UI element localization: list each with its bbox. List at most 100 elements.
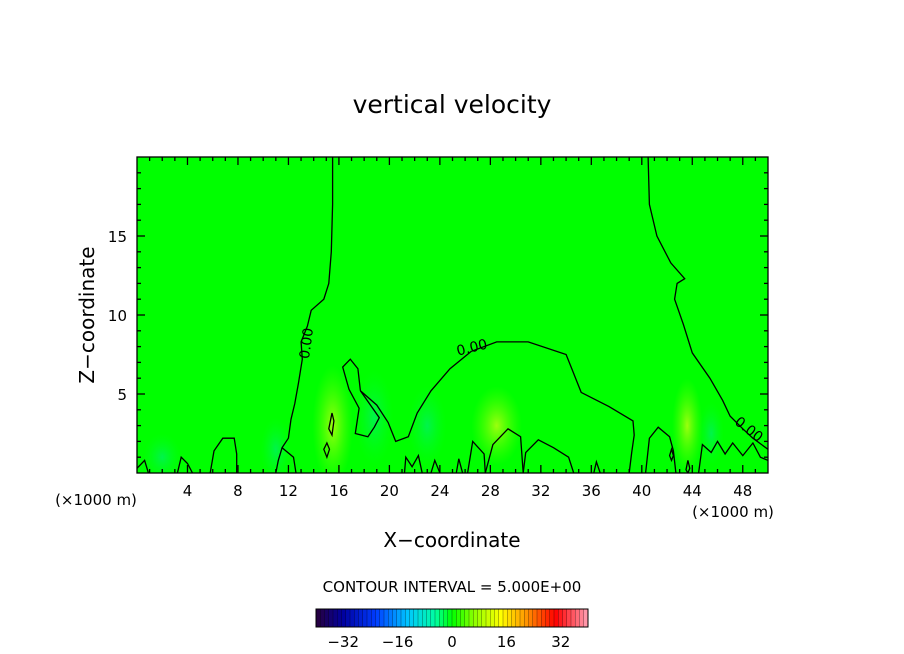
colorbar-cell: [316, 609, 321, 627]
colorbar-cell: [558, 609, 563, 627]
contour-line: [484, 427, 524, 473]
x-tick-label: 8: [233, 482, 243, 500]
contour-line: [593, 459, 601, 473]
contour-line: [323, 441, 331, 460]
colorbar-cell: [379, 609, 385, 627]
warm-patch: [471, 386, 522, 466]
colorbar-cell: [345, 609, 351, 627]
colorbar-cell: [511, 609, 517, 627]
contour-line: [275, 157, 334, 473]
contour-line: [359, 350, 472, 443]
cool-patch: [355, 370, 394, 466]
warm-patch: [312, 365, 353, 473]
colorbar-cell: [537, 609, 542, 627]
x-tick-label: 16: [329, 482, 348, 500]
colorbar-cell: [324, 609, 330, 627]
contour-line: [209, 437, 238, 473]
heatmap-patches: [143, 365, 724, 473]
x-tick-label: 28: [481, 482, 500, 500]
colorbar-cell: [571, 609, 576, 627]
contour-line: [522, 439, 575, 473]
contour-line: [697, 440, 768, 473]
colorbar-cell: [341, 609, 347, 627]
colorbar-cell: [583, 609, 589, 627]
cool-patch: [260, 417, 291, 473]
contour-line: [685, 460, 691, 473]
colorbar-cell: [388, 609, 393, 627]
contour-labels: 0.00 0.00 0.00: [297, 327, 766, 446]
colorbar-cell: [358, 609, 364, 627]
x-tick-label: 44: [683, 482, 702, 500]
y-tick-labels: 5 10 15: [108, 228, 127, 404]
colorbar-cell: [481, 609, 487, 627]
colorbar-cell: [554, 609, 559, 627]
contour-line: [647, 157, 768, 450]
contour-line: [455, 458, 464, 473]
colorbar-cell: [337, 609, 342, 627]
chart-title: vertical velocity: [353, 90, 552, 119]
colorbar-cell: [490, 609, 495, 627]
y-tick-label: 5: [117, 386, 127, 404]
colorbar-frame: [315, 608, 589, 628]
contour-lines: [137, 157, 768, 473]
x-tick-label: 20: [380, 482, 399, 500]
contour-line: [328, 412, 335, 438]
x-tick-label: 32: [531, 482, 550, 500]
colorbar-cell: [507, 609, 512, 627]
y-axis-label: Z−coordinate: [75, 246, 99, 383]
cool-patch: [143, 433, 182, 473]
colorbar-cell: [532, 609, 538, 627]
contour-line: [176, 455, 194, 473]
x-tick-label: 24: [430, 482, 449, 500]
colorbar-cell: [443, 609, 449, 627]
colorbar-cell: [375, 609, 381, 627]
colorbar-cell: [439, 609, 444, 627]
colorbar-tick-label: 0: [447, 633, 457, 651]
axis-ticks: [137, 157, 768, 473]
x-tick-label: 12: [279, 482, 298, 500]
colorbar-cell: [477, 609, 483, 627]
contour-line: [341, 358, 381, 438]
colorbar-cell: [371, 609, 376, 627]
colorbar-cell: [456, 609, 461, 627]
y-tick-label: 10: [108, 307, 127, 325]
colorbar-cell: [460, 609, 466, 627]
contour-line: [471, 341, 635, 473]
colorbar-cell: [528, 609, 534, 627]
colorbar-cell: [464, 609, 470, 627]
colorbar-cell: [422, 609, 427, 627]
colorbar-tick-label: −32: [327, 633, 359, 651]
y-tick-label: 15: [108, 228, 127, 246]
colorbar-cell: [396, 609, 402, 627]
x-tick-labels: 4 8 12 16 20 24 28 32 36 40 44 48: [183, 482, 753, 500]
colorbar-cell: [435, 609, 440, 627]
contour-line: [137, 459, 150, 473]
contour-line: [668, 447, 675, 463]
contour-label: 0.00: [297, 327, 317, 360]
contour-line: [281, 447, 297, 473]
colorbar-cell: [405, 609, 410, 627]
x-unit-label-right: (×1000 m): [692, 503, 774, 521]
colorbar-cell: [320, 609, 325, 627]
colorbar-cell: [541, 609, 546, 627]
colorbar-cell: [401, 609, 406, 627]
contour-interval-text: CONTOUR INTERVAL = 5.000E+00: [323, 578, 582, 596]
colorbar-cell: [575, 609, 580, 627]
colorbar-cell: [515, 609, 521, 627]
colorbar-cell: [392, 609, 398, 627]
colorbar-cell: [333, 609, 338, 627]
colorbar-tick-label: 16: [497, 633, 516, 651]
colorbar-cell: [447, 609, 453, 627]
colorbar-cell: [413, 609, 419, 627]
colorbar-cell: [579, 609, 585, 627]
colorbar-cell: [545, 609, 551, 627]
colorbar-cell: [498, 609, 504, 627]
contour-line: [403, 453, 423, 473]
colorbar-cell: [384, 609, 389, 627]
colorbar-cell: [328, 609, 334, 627]
colorbar: [315, 608, 589, 628]
contour-line: [430, 458, 441, 473]
x-unit-label-left: (×1000 m): [55, 491, 137, 509]
colorbar-cell: [520, 609, 525, 627]
colorbar-cell: [418, 609, 423, 627]
